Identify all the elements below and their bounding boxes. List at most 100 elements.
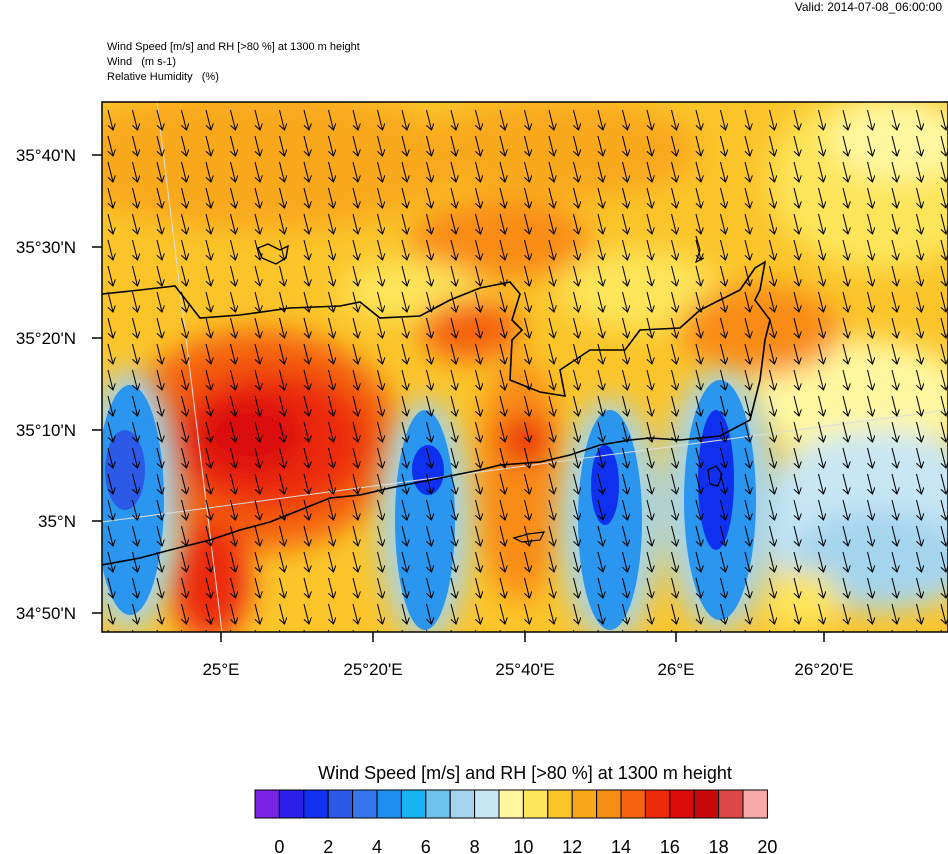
wind-arrow bbox=[818, 291, 824, 312]
colorbar-box bbox=[474, 789, 500, 819]
wind-arrow bbox=[254, 395, 260, 416]
wind-arrow bbox=[818, 317, 824, 338]
colorbar-box bbox=[278, 789, 305, 819]
wind-arrow bbox=[450, 161, 456, 182]
colorbar-box bbox=[254, 789, 280, 819]
wind-arrow bbox=[499, 499, 505, 520]
wind-arrow bbox=[499, 395, 505, 416]
wind-arrow bbox=[328, 213, 334, 234]
wind-arrow bbox=[132, 421, 138, 442]
wind-arrow bbox=[769, 499, 775, 520]
wind-arrow bbox=[818, 239, 824, 260]
wind-arrow bbox=[254, 109, 260, 130]
wind-arrow bbox=[524, 135, 530, 156]
wind-arrow bbox=[499, 473, 505, 494]
wind-arrow bbox=[181, 525, 187, 546]
wind-arrow bbox=[426, 447, 432, 468]
wind-arrow bbox=[450, 447, 456, 468]
wind-arrow bbox=[695, 395, 701, 416]
wind-arrow bbox=[695, 421, 701, 442]
wind-arrow bbox=[328, 499, 334, 520]
wind-arrow bbox=[279, 525, 285, 546]
wind-arrow bbox=[426, 421, 432, 442]
wind-arrow bbox=[720, 551, 726, 572]
wind-arrow bbox=[426, 603, 432, 624]
wind-arrow bbox=[867, 551, 873, 572]
wind-arrow bbox=[891, 473, 897, 494]
wind-arrow bbox=[156, 473, 162, 494]
wind-arrow bbox=[132, 317, 138, 338]
wind-arrow bbox=[793, 239, 799, 260]
wind-arrow bbox=[622, 525, 628, 546]
wind-arrow bbox=[548, 161, 554, 182]
wind-arrow bbox=[181, 577, 187, 598]
wind-arrow bbox=[573, 447, 579, 468]
wind-arrow bbox=[916, 239, 922, 260]
wind-arrow bbox=[377, 213, 383, 234]
wind-arrow bbox=[671, 135, 677, 156]
wind-arrow bbox=[352, 291, 358, 312]
wind-arrow bbox=[475, 473, 481, 494]
wind-arrow bbox=[695, 317, 701, 338]
wind-arrow bbox=[352, 161, 358, 182]
wind-arrow bbox=[475, 135, 481, 156]
wind-arrow bbox=[793, 447, 799, 468]
wind-arrow bbox=[181, 395, 187, 416]
wind-arrow bbox=[377, 551, 383, 572]
wind-arrow bbox=[426, 213, 432, 234]
wind-arrow bbox=[573, 317, 579, 338]
wind-arrow bbox=[450, 603, 456, 624]
wind-arrow bbox=[744, 525, 750, 546]
wind-arrow bbox=[352, 135, 358, 156]
wind-arrow bbox=[279, 265, 285, 286]
wind-arrow bbox=[499, 161, 505, 182]
wind-arrow bbox=[499, 135, 505, 156]
wind-arrow bbox=[377, 447, 383, 468]
wind-arrow bbox=[916, 135, 922, 156]
wind-arrow bbox=[328, 603, 334, 624]
wind-arrow bbox=[181, 473, 187, 494]
lat-axis: 35°40'N 35°30'N 35°20'N 35°10'N 35°N 34°… bbox=[16, 146, 102, 623]
wind-arrow bbox=[744, 499, 750, 520]
wind-arrow bbox=[524, 447, 530, 468]
wind-arrow bbox=[940, 135, 946, 156]
wind-arrow bbox=[622, 135, 628, 156]
wind-arrow bbox=[107, 161, 113, 182]
wind-arrow bbox=[328, 109, 334, 130]
wind-arrow bbox=[475, 577, 481, 598]
wind-arrow bbox=[818, 421, 824, 442]
wind-arrow bbox=[646, 369, 652, 390]
wind-arrow bbox=[132, 213, 138, 234]
wind-arrow bbox=[205, 447, 211, 468]
wind-arrow bbox=[867, 525, 873, 546]
wind-arrow bbox=[475, 343, 481, 364]
wind-arrow bbox=[524, 213, 530, 234]
colorbar-box bbox=[449, 789, 476, 819]
wind-arrow bbox=[279, 369, 285, 390]
wind-arrow bbox=[132, 135, 138, 156]
wind-arrow bbox=[695, 291, 701, 312]
wind-arrow bbox=[254, 187, 260, 208]
wind-arrow bbox=[352, 343, 358, 364]
wind-arrow bbox=[793, 187, 799, 208]
wind-arrow bbox=[695, 265, 701, 286]
colorbar-box bbox=[693, 789, 720, 819]
wind-arrow bbox=[548, 187, 554, 208]
wind-arrow bbox=[744, 369, 750, 390]
wind-arrow bbox=[842, 421, 848, 442]
wind-arrow bbox=[940, 213, 946, 234]
wind-arrow bbox=[891, 421, 897, 442]
wind-arrow bbox=[205, 603, 211, 624]
wind-arrow bbox=[475, 265, 481, 286]
wind-arrow bbox=[279, 577, 285, 598]
wind-arrow bbox=[867, 265, 873, 286]
lon-label: 25°40'E bbox=[495, 660, 554, 679]
wind-arrow bbox=[352, 395, 358, 416]
wind-arrow bbox=[940, 525, 946, 546]
wind-arrow bbox=[597, 187, 603, 208]
wind-arrow bbox=[818, 369, 824, 390]
wind-arrow bbox=[818, 577, 824, 598]
wind-arrow bbox=[916, 161, 922, 182]
wind-arrow bbox=[205, 525, 211, 546]
wind-arrow bbox=[205, 421, 211, 442]
